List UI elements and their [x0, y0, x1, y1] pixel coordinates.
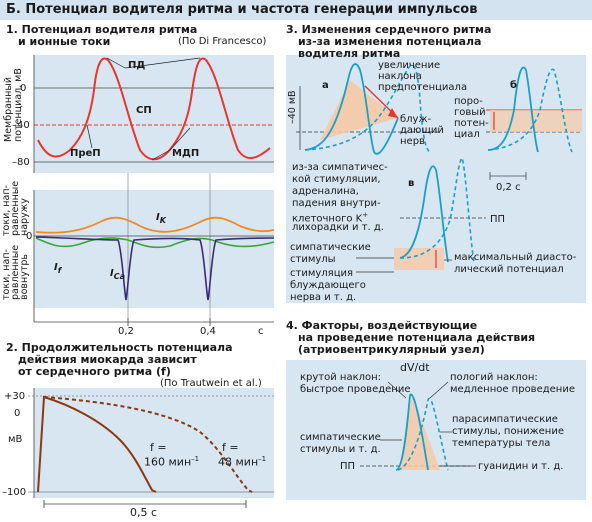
threshold-line1: поро-: [454, 96, 483, 107]
threshold-line4: циал: [454, 129, 480, 140]
pp-label-v: ПП: [490, 214, 506, 225]
panel2-title-line1: 2. Продолжительность потенциала: [6, 341, 233, 354]
cause-line3: адреналина,: [292, 186, 359, 197]
panel1-title-line1: 1. Потенциал водителя ритма: [6, 23, 198, 36]
cause-line5: клеточного K+: [292, 211, 369, 225]
cause-line6: лихорадки и т. д.: [292, 222, 384, 233]
label-v: в: [408, 178, 415, 189]
guanidine-label: гуанидин и т. д.: [478, 461, 564, 472]
slope-line2: наклона: [378, 71, 422, 82]
currents-zero: 0: [26, 231, 33, 242]
vagus-stim-line2: блуждающего: [290, 280, 366, 291]
maxdiast-line2: лический потенциал: [454, 264, 564, 275]
panel2-title-line3: от сердечного ритма (f): [18, 365, 171, 378]
sym-line2: стимулы и т. д.: [300, 444, 381, 455]
steep-line2: быстрое проведение: [300, 384, 411, 395]
curve2-value: 48 мин–1: [218, 455, 267, 469]
tick-0: 0: [14, 408, 21, 419]
panel4-title-line3: (атриовентрикулярный узел): [298, 343, 485, 356]
vagus-line1: блуж-: [400, 114, 432, 125]
label-mdp: МДП: [172, 148, 200, 159]
curve2-f: f =: [222, 441, 239, 454]
label-ica: ICa: [110, 268, 126, 281]
label-if: If: [54, 262, 62, 275]
time-tick-04: 0,4: [200, 326, 216, 337]
slope-line1: увеличение: [378, 60, 441, 71]
parasym-line2: стимулы, понижение: [452, 426, 564, 437]
steep-line1: крутой наклон:: [300, 372, 382, 383]
panel2-title-line2: действия миокарда зависит: [18, 353, 197, 366]
panel3-title-line1: 3. Изменения сердечного ритма: [286, 23, 492, 36]
sym-line1: симпатические: [300, 432, 381, 443]
time-tick-02: 0,2: [118, 326, 134, 337]
threshold-line3: потен-: [454, 118, 489, 129]
tick-minus40-mv: –40: [12, 120, 30, 131]
gentle-line2: медленное проведение: [450, 384, 575, 395]
time-unit: c: [258, 326, 264, 337]
label-prep: ПреП: [70, 148, 101, 159]
parasym-line3: температуры тела: [452, 438, 551, 449]
section-header: Б. Потенциал водителя ритма и частота ге…: [0, 0, 592, 20]
vagus-stim-line3: нерва и т. д.: [290, 292, 357, 303]
cause-line1: из-за симпатичес-: [292, 162, 388, 173]
vagus-line3: нерв: [400, 136, 425, 147]
cause-line4: падения внутри-: [292, 198, 381, 209]
maxdiast-line1: максимальный диасто-: [454, 252, 577, 263]
label-ik: IK: [156, 212, 166, 225]
parasym-line1: парасимпатические: [452, 414, 558, 425]
tick-minus80-mv: –80: [12, 157, 30, 168]
time-scale-02: 0,2 с: [496, 182, 521, 193]
panel1-source: (По Di Francesco): [178, 36, 267, 47]
slope-line3: предпотенциала: [378, 82, 468, 93]
curve1-f: f =: [150, 441, 167, 454]
panel3-ylabel: –40 мВ: [287, 90, 298, 124]
currents-in-line3: вовнутрь: [19, 253, 30, 300]
tick-plus30: +30: [4, 391, 26, 402]
panel4-title-line1: 4. Факторы, воздействующие: [286, 319, 478, 332]
dvdt-label: dV/dt: [400, 361, 430, 374]
vagus-line2: дающий: [400, 125, 444, 136]
pp-label-4: ПП: [340, 461, 356, 472]
label-pd: ПД: [128, 60, 146, 71]
panel4-plot-bg: [286, 360, 586, 500]
sym-stim-line1: симпатические: [290, 242, 371, 253]
label-a: а: [322, 80, 329, 91]
gentle-line1: пологий наклон:: [450, 372, 538, 383]
panel1-currents-plot-bg: [34, 190, 274, 308]
label-sp: СП: [136, 105, 152, 116]
panel4-title-line2: на проведение потенциала действия: [298, 331, 536, 344]
panel3-title-line3: водителя ритма: [298, 47, 401, 60]
panel1-membrane-plot-bg: [34, 55, 274, 173]
panel1-title-line2: и ионные токи: [18, 35, 111, 48]
vagus-stim-line1: стимуляция: [290, 268, 354, 279]
time-05s: 0,5 с: [130, 506, 158, 519]
panel2-plot-bg: [34, 388, 274, 498]
panel2-source: (По Trautwein et al.): [160, 378, 262, 389]
cause-line2: кой стимуляции,: [292, 174, 381, 185]
threshold-line2: говый: [454, 107, 486, 118]
tick-0-mv: 0: [20, 83, 27, 94]
tick-minus100: –100: [2, 487, 27, 498]
sym-stim-line2: стимулы: [290, 254, 336, 265]
panel3-title-line2: из-за изменения потенциала: [298, 35, 482, 48]
label-b: б: [510, 80, 517, 91]
unit-mv: мВ: [8, 434, 23, 445]
curve1-value: 160 мин–1: [144, 455, 200, 469]
